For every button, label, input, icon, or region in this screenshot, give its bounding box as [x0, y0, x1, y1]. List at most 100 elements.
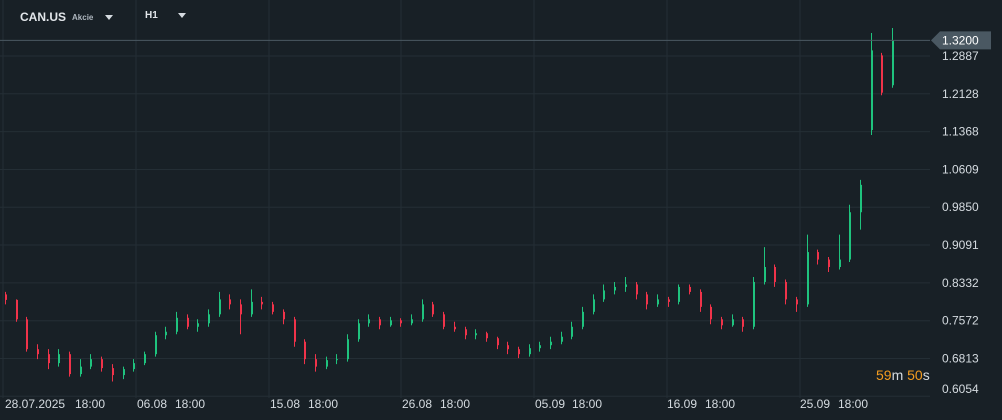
candle: [742, 316, 744, 332]
candle-body: [368, 319, 370, 324]
candle: [625, 276, 627, 292]
x-tick-label: 28.07.2025: [5, 397, 65, 411]
candle: [828, 257, 830, 272]
candle: [764, 247, 766, 285]
candle: [593, 294, 595, 315]
candle: [561, 331, 563, 345]
candle-body: [614, 286, 616, 291]
candle: [454, 321, 456, 332]
candle: [176, 311, 178, 335]
timeframe-label: H1: [145, 10, 158, 21]
candle-body: [646, 294, 648, 305]
x-tick-label: 18:00: [440, 397, 470, 411]
candle: [422, 299, 424, 322]
candle: [240, 299, 242, 335]
candle-body: [101, 359, 103, 369]
candle-body: [785, 281, 787, 300]
candle-body: [411, 319, 413, 324]
y-tick-label: 0.9091: [942, 238, 979, 252]
timeframe-selector[interactable]: H1: [145, 10, 186, 21]
candle: [272, 301, 274, 315]
candle: [208, 309, 210, 327]
candle-body: [518, 349, 520, 355]
candle-body: [539, 345, 541, 349]
candle-body: [700, 291, 702, 307]
candle-body: [529, 348, 531, 355]
candle: [817, 249, 819, 265]
candle-body: [817, 252, 819, 260]
candle: [839, 234, 841, 270]
candle-body: [37, 349, 39, 355]
candle: [892, 27, 894, 88]
candle-body: [422, 304, 424, 320]
candle-body: [668, 299, 670, 302]
countdown-seconds-unit: s: [922, 367, 930, 383]
candle-body: [80, 366, 82, 375]
candle-body: [764, 267, 766, 282]
candle-body: [261, 301, 263, 305]
candle-body: [432, 304, 434, 315]
candle: [315, 354, 317, 372]
candle-body: [90, 359, 92, 367]
candle-body: [197, 323, 199, 327]
candle-body: [165, 331, 167, 336]
candle: [486, 331, 488, 342]
candle-body: [753, 281, 755, 327]
candle-body: [881, 55, 883, 93]
candle-body: [465, 329, 467, 336]
candle: [219, 291, 221, 317]
candle-body: [272, 304, 274, 312]
candle-body: [5, 294, 7, 300]
candle: [539, 341, 541, 352]
symbol-label: CAN.US: [20, 10, 67, 24]
candle: [358, 319, 360, 342]
candle: [368, 314, 370, 327]
candle-body: [58, 354, 60, 364]
candle-body: [454, 326, 456, 330]
candle-body: [475, 333, 477, 336]
candle: [529, 344, 531, 357]
candle-body: [26, 319, 28, 350]
candle-body: [721, 319, 723, 326]
candle: [112, 364, 114, 382]
candle: [80, 359, 82, 377]
x-tick-label: 18:00: [175, 397, 205, 411]
candle: [69, 351, 71, 377]
x-tick-label: 16.09: [667, 397, 697, 411]
candle: [251, 289, 253, 317]
candle: [603, 284, 605, 302]
symbol-selector[interactable]: CAN.US Akcie: [20, 10, 114, 24]
candle: [411, 314, 413, 326]
candle: [881, 52, 883, 96]
x-tick-label: 18:00: [572, 397, 602, 411]
candle: [689, 284, 691, 295]
candle: [326, 356, 328, 370]
candle-body: [849, 212, 851, 260]
candle: [774, 264, 776, 287]
asset-type-label: Akcie: [72, 12, 94, 22]
candle-body: [123, 369, 125, 376]
candle-body: [561, 336, 563, 342]
candle-body: [187, 317, 189, 327]
x-tick-label: 15.08: [270, 397, 300, 411]
candle-body: [400, 320, 402, 324]
candle: [700, 289, 702, 312]
candle-body: [379, 319, 381, 326]
candle: [229, 294, 231, 310]
candle-body: [315, 359, 317, 367]
candle: [614, 281, 616, 295]
countdown-seconds: 50: [907, 367, 923, 383]
candle-body: [16, 299, 18, 320]
candle: [657, 294, 659, 307]
candle: [646, 291, 648, 310]
candle-body: [112, 368, 114, 376]
x-tick-label: 18:00: [75, 397, 105, 411]
candle: [518, 346, 520, 359]
x-tick-label: 26.08: [402, 397, 432, 411]
y-tick-label: 0.9850: [942, 200, 979, 214]
candle: [849, 204, 851, 263]
candle: [48, 349, 50, 370]
candle: [5, 291, 7, 305]
candle: [379, 316, 381, 330]
